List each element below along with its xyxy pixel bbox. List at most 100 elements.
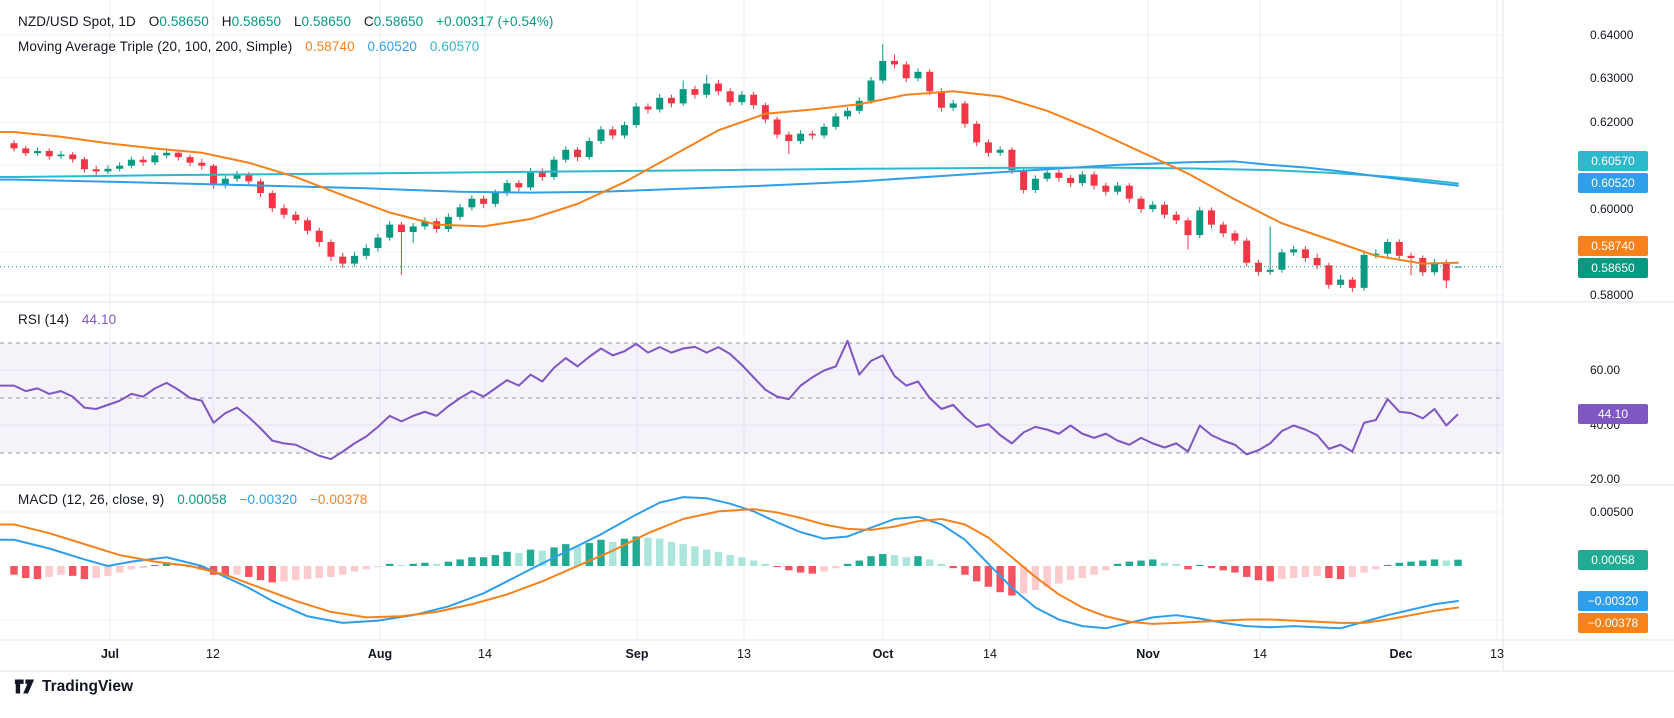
candle — [902, 64, 910, 79]
candle — [914, 71, 922, 79]
candle — [1407, 255, 1415, 258]
macd-histogram-bar — [1043, 566, 1051, 587]
candle — [409, 226, 417, 233]
ma100-line — [0, 160, 1460, 194]
macd-histogram-bar — [949, 566, 957, 569]
rsi-band — [0, 342, 1503, 454]
candle — [1254, 262, 1262, 272]
candle — [1313, 257, 1321, 266]
rsi-legend[interactable]: RSI (14) 44.10 — [18, 312, 116, 327]
macd-histogram-bar — [1066, 566, 1075, 581]
candle — [174, 152, 182, 158]
macd-histogram-bar — [115, 566, 124, 573]
macd-line — [0, 496, 1460, 630]
candle — [198, 162, 206, 166]
chart-canvas[interactable] — [0, 0, 1674, 672]
macd-histogram-bar — [151, 564, 159, 566]
tradingview-brand: TradingView — [42, 677, 134, 695]
candle — [1125, 185, 1133, 199]
candle — [1067, 177, 1075, 184]
macd-histogram-bar — [937, 563, 946, 566]
macd-histogram-bar — [1196, 564, 1204, 566]
macd-histogram-bar — [1395, 562, 1404, 566]
candle — [327, 241, 335, 257]
open-value: 0.58650 — [159, 14, 209, 29]
macd-histogram-bar — [92, 566, 100, 579]
close-label: C — [363, 14, 374, 29]
candle — [1301, 249, 1309, 258]
candle — [691, 89, 699, 95]
macd-histogram-bar — [362, 566, 370, 570]
open-label: O — [148, 14, 160, 29]
candle — [386, 224, 394, 238]
candle — [491, 193, 499, 204]
candle — [1325, 265, 1333, 285]
candle — [444, 216, 452, 229]
candle — [667, 97, 675, 104]
macd-histogram-bar — [221, 566, 230, 576]
macd-histogram-bar — [1243, 566, 1251, 577]
macd-histogram-bar — [1430, 559, 1439, 566]
macd-histogram-bar — [1419, 560, 1427, 566]
rsi-value: 44.10 — [81, 312, 117, 327]
candle — [245, 174, 253, 182]
candle — [679, 89, 687, 104]
macd-histogram-bar — [1289, 566, 1298, 579]
candle — [397, 224, 405, 233]
ma-legend[interactable]: Moving Average Triple (20, 100, 200, Sim… — [18, 39, 479, 54]
macd-histogram-bar — [444, 561, 453, 566]
rsi-series[interactable] — [0, 339, 1459, 461]
candle — [1055, 172, 1063, 178]
rsi-line — [0, 339, 1459, 461]
candle — [221, 178, 229, 186]
symbol-legend[interactable]: NZD/USD Spot, 1D O0.58650 H0.58650 L0.58… — [18, 14, 553, 29]
macd-histogram-bar — [315, 566, 323, 579]
candle — [503, 183, 511, 194]
macd-series[interactable] — [0, 496, 1462, 630]
macd-histogram-bar — [1325, 566, 1333, 579]
candle — [1219, 224, 1227, 234]
macd-signal-line — [0, 508, 1460, 625]
candle — [984, 142, 992, 153]
high-label: H — [221, 14, 232, 29]
macd-histogram-bar — [1231, 566, 1239, 573]
time-label: Oct — [872, 647, 894, 661]
macd-histogram-bar — [526, 549, 535, 566]
macd-histogram-bar — [491, 555, 500, 566]
macd-legend[interactable]: MACD (12, 26, close, 9) 0.00058 −0.00320… — [18, 492, 367, 507]
macd-histogram-bar — [926, 559, 934, 566]
macd-hist-value: 0.00058 — [177, 492, 227, 507]
candle — [1384, 241, 1392, 254]
macd-histogram-bar — [1113, 563, 1122, 566]
candle — [116, 165, 124, 169]
macd-histogram-bar — [456, 559, 464, 566]
axis-price-label: 0.00500 — [1590, 505, 1634, 519]
macd-histogram-bar — [1149, 559, 1157, 566]
macd-histogram-bar — [10, 566, 18, 575]
candlestick-series[interactable] — [10, 44, 1462, 293]
macd-histogram-bar — [984, 566, 993, 587]
candle — [1348, 279, 1356, 288]
candle — [879, 60, 887, 81]
macd-histogram-bar — [1137, 560, 1145, 566]
candle — [891, 60, 898, 65]
candle — [1231, 233, 1239, 241]
macd-histogram-bar — [80, 566, 89, 580]
tradingview-logo[interactable]: TradingView — [14, 676, 133, 697]
candle — [855, 100, 863, 111]
macd-histogram-bar — [1125, 561, 1133, 566]
rsi-title: RSI (14) — [18, 312, 70, 327]
candle — [1278, 252, 1286, 270]
candle — [374, 237, 382, 249]
macd-histogram-bar — [1336, 566, 1345, 580]
moving-average-lines[interactable] — [0, 90, 1460, 265]
macd-histogram-bar — [714, 551, 723, 566]
macd-histogram-bar — [162, 562, 171, 566]
axis-price-label: 0.63000 — [1590, 71, 1634, 85]
axis-price-label: 0.64000 — [1590, 28, 1634, 42]
candle — [315, 230, 323, 242]
macd-histogram-bar — [879, 553, 887, 566]
macd-histogram-bar — [832, 566, 840, 569]
macd-histogram-bar — [22, 566, 30, 579]
